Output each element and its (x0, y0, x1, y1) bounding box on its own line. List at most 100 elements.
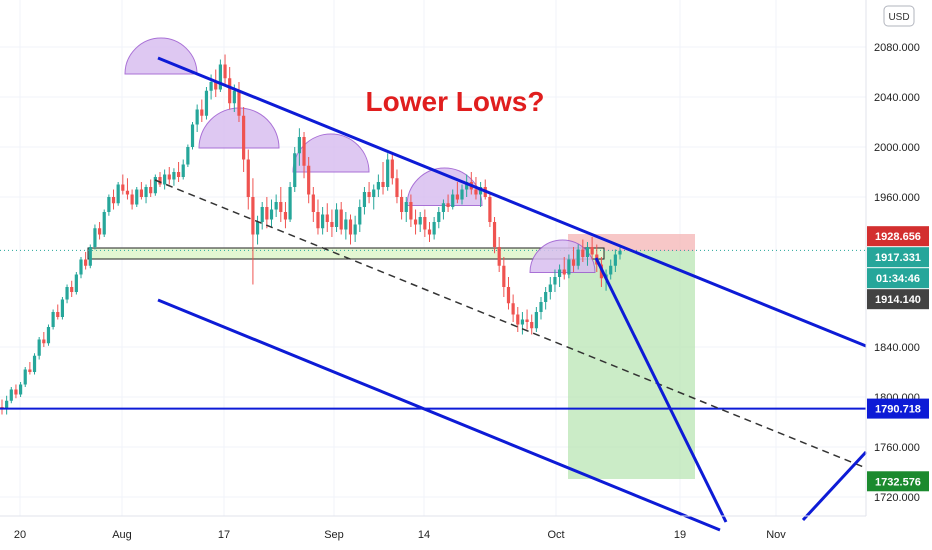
candle-body-91 (423, 217, 427, 230)
y-tick-label-0: 2080.000 (874, 42, 920, 54)
candle-body-42 (195, 109, 199, 125)
price-badge-label-1: 1917.331 (875, 252, 921, 264)
candle-body-120 (557, 269, 562, 277)
candle-body-15 (70, 287, 74, 292)
candle-body-127 (590, 247, 594, 255)
candle-body-55 (255, 222, 260, 235)
candle-body-132 (613, 254, 617, 266)
swing-high-arc-2 (292, 133, 370, 173)
candle-body-99 (460, 189, 464, 200)
price-axis[interactable]: 2080.000 2040.000 2000.000 1960.000 1840.000… (874, 42, 920, 504)
candle-body-68 (316, 212, 320, 229)
candle-body-59 (274, 202, 278, 210)
x-tick-label-2: 17 (218, 529, 230, 541)
candle-body-71 (330, 222, 334, 227)
candle-body-25 (116, 184, 120, 204)
candle-body-105 (488, 197, 492, 222)
candle-body-53 (246, 159, 250, 197)
candle-body-93 (432, 222, 436, 235)
y-tick-label-3: 1960.000 (874, 192, 920, 204)
x-tick-label-7: Nov (766, 529, 786, 541)
price-badge-label-3: 1914.140 (875, 294, 921, 306)
candle-body-12 (56, 312, 60, 317)
candle-body-77 (358, 207, 362, 225)
y-tick-label-2: 2000.000 (874, 142, 920, 154)
candle-body-35 (163, 174, 167, 185)
candle-body-3 (14, 389, 18, 395)
candle-body-133 (618, 250, 622, 255)
candle-body-52 (242, 115, 246, 160)
candle-body-18 (84, 259, 88, 266)
candle-body-107 (497, 247, 501, 266)
swing-high-arc-1 (198, 107, 280, 149)
candle-body-23 (107, 197, 111, 212)
price-badge-label-0: 1928.656 (875, 231, 921, 243)
candle-body-121 (562, 269, 566, 275)
candle-body-102 (474, 189, 478, 195)
candles (0, 54, 622, 415)
candle-body-94 (437, 212, 441, 222)
candle-body-38 (176, 172, 181, 177)
candle-body-1 (5, 400, 9, 410)
candle-body-69 (321, 214, 325, 229)
candle-body-85 (395, 178, 399, 197)
candle-body-62 (288, 187, 292, 220)
candle-body-57 (265, 207, 269, 220)
candle-body-67 (311, 194, 315, 212)
x-tick-label-3: Sep (324, 529, 344, 541)
candle-body-22 (102, 212, 106, 235)
price-badge-5 (867, 471, 929, 492)
candle-body-108 (502, 265, 506, 287)
candle-body-24 (111, 197, 116, 204)
candle-body-78 (362, 192, 367, 207)
candle-body-46 (214, 82, 218, 90)
candle-body-10 (46, 327, 51, 344)
support-box (87, 247, 605, 260)
time-axis[interactable]: 20 Aug 17 Sep 14 Oct 19 Nov (14, 529, 786, 541)
candle-body-61 (283, 212, 288, 220)
candle-body-113 (525, 319, 529, 322)
candle-body-50 (232, 90, 236, 104)
y-tick-label-1: 2040.000 (874, 92, 920, 104)
candle-body-89 (413, 219, 418, 225)
candle-body-118 (548, 284, 552, 292)
candle-body-84 (390, 159, 394, 179)
candle-body-32 (149, 187, 153, 194)
candle-body-56 (260, 207, 264, 222)
currency-button[interactable]: USD (883, 5, 915, 27)
candle-body-97 (451, 194, 455, 207)
candle-body-112 (520, 319, 525, 325)
candle-body-66 (307, 165, 311, 195)
candle-body-16 (74, 274, 78, 292)
candle-body-28 (130, 194, 134, 205)
candle-body-49 (228, 78, 232, 104)
candle-body-51 (237, 90, 241, 116)
x-tick-label-0: 20 (14, 529, 26, 541)
candle-body-96 (446, 203, 450, 207)
currency-label[interactable]: USD (888, 12, 909, 23)
candle-body-80 (372, 189, 376, 197)
candle-body-43 (200, 109, 204, 116)
candle-body-83 (386, 159, 390, 187)
candle-body-39 (181, 164, 185, 177)
candle-body-125 (581, 249, 585, 257)
candle-body-117 (544, 292, 548, 302)
candle-body-33 (153, 177, 157, 194)
lower-channel-line (157, 298, 721, 532)
candle-body-13 (60, 299, 65, 317)
candle-body-8 (37, 339, 41, 356)
candle-body-70 (325, 214, 329, 222)
price-badge-3 (867, 289, 929, 310)
candle-body-34 (158, 177, 162, 185)
candle-body-81 (376, 182, 380, 190)
upper-trendline (157, 56, 867, 348)
candle-body-100 (465, 182, 469, 190)
rebound-line (801, 450, 868, 522)
candle-body-114 (530, 322, 534, 329)
candle-body-116 (539, 302, 543, 312)
candle-body-124 (576, 249, 580, 266)
candle-body-54 (251, 197, 255, 235)
price-badge-0 (867, 226, 929, 247)
